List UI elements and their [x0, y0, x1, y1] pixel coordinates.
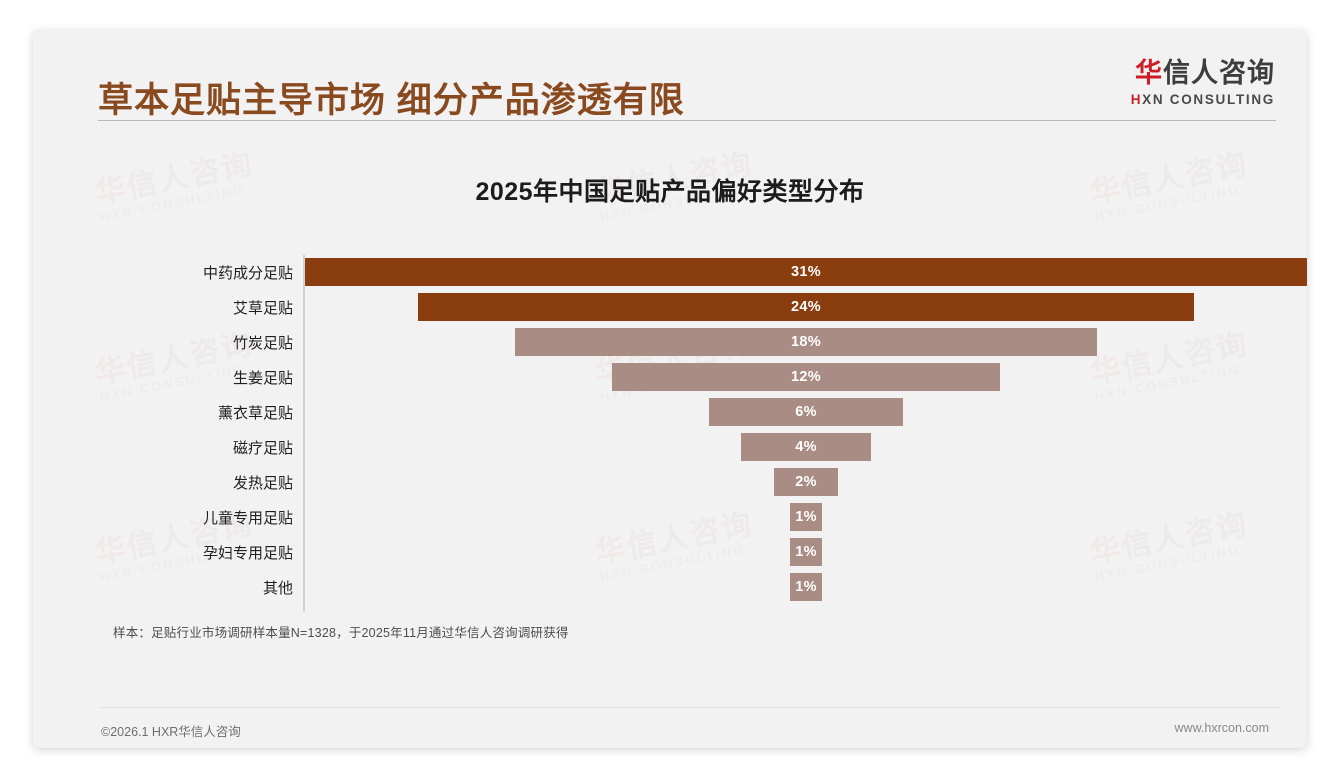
- bar-category-label: 生姜足贴: [232, 370, 293, 387]
- footer-website: www.hxrcon.com: [1174, 721, 1269, 735]
- slide-header: 草本足贴主导市场 细分产品渗透有限 华信人咨询 HXN CONSULTING: [33, 30, 1307, 122]
- chart-area: 2025年中国足贴产品偏好类型分布 中药成分足贴 31% 艾草足贴 24% 竹炭足贴 18…: [33, 122, 1307, 682]
- bar-value-label: 31%: [791, 264, 821, 280]
- bar-category-label: 儿童专用足贴: [202, 510, 293, 527]
- bar-segment[interactable]: 31%: [305, 258, 1307, 286]
- footer-copyright: ©2026.1 HXR华信人咨询: [101, 725, 241, 739]
- source-note: 样本：足贴行业市场调研样本量N=1328，于2025年11月通过华信人咨询调研获…: [113, 626, 569, 640]
- bar-row: 中药成分足贴 31%: [33, 255, 1307, 290]
- brand-logo-cn-accent: 华: [1135, 58, 1163, 88]
- bar-value-label: 24%: [791, 299, 821, 315]
- bar-chart-plot: 中药成分足贴 31% 艾草足贴 24% 竹炭足贴 18% 生姜足贴 12% 薰衣草足贴 6% 磁疗足…: [33, 255, 1307, 615]
- bar-category-label: 艾草足贴: [232, 300, 293, 317]
- bar-row: 艾草足贴 24%: [33, 290, 1307, 325]
- source-divider: [101, 707, 1281, 708]
- brand-logo-en-accent: H: [1130, 91, 1143, 107]
- bar-segment[interactable]: 24%: [418, 293, 1194, 321]
- bar-row: 薰衣草足贴 6%: [33, 395, 1307, 430]
- bar-row: 孕妇专用足贴 1%: [33, 535, 1307, 570]
- bar-row: 发热足贴 2%: [33, 465, 1307, 500]
- bar-track: 12%: [305, 360, 1307, 395]
- chart-title: 2025年中国足贴产品偏好类型分布: [475, 178, 865, 206]
- bar-row: 竹炭足贴 18%: [33, 325, 1307, 360]
- bar-value-label: 12%: [791, 369, 821, 385]
- brand-logo-cn: 华信人咨询: [1131, 58, 1275, 89]
- bar-track: 31%: [305, 255, 1307, 290]
- bar-segment[interactable]: 6%: [709, 398, 903, 426]
- bar-value-label: 2%: [795, 474, 817, 490]
- bar-segment[interactable]: 2%: [773, 468, 839, 496]
- bar-category-label: 薰衣草足贴: [217, 405, 293, 422]
- bar-track: 1%: [305, 570, 1307, 605]
- bar-segment[interactable]: 4%: [741, 433, 871, 461]
- bar-category-label: 竹炭足贴: [232, 335, 293, 352]
- bar-segment[interactable]: 12%: [612, 363, 1000, 391]
- bar-category-label: 发热足贴: [232, 475, 293, 492]
- slide-card: 华信人咨询 HXN CONSULTING 华信人咨询 HXN CONSULTING 华信…: [33, 30, 1307, 748]
- bar-row: 生姜足贴 12%: [33, 360, 1307, 395]
- bar-value-label: 4%: [795, 439, 817, 455]
- bar-value-label: 1%: [795, 544, 817, 560]
- bar-track: 2%: [305, 465, 1307, 500]
- bar-track: 24%: [305, 290, 1307, 325]
- bar-rows: 中药成分足贴 31% 艾草足贴 24% 竹炭足贴 18% 生姜足贴 12% 薰衣草足贴 6% 磁疗足…: [33, 255, 1307, 605]
- bar-value-label: 1%: [795, 579, 817, 595]
- page-title: 草本足贴主导市场 细分产品渗透有限: [98, 81, 685, 120]
- bar-value-label: 1%: [795, 509, 817, 525]
- bar-category-label: 其他: [262, 580, 293, 597]
- bar-category-label: 磁疗足贴: [232, 440, 293, 457]
- slide-footer: ©2026.1 HXR华信人咨询 www.hxrcon.com: [33, 712, 1307, 748]
- brand-logo-en: HXN CONSULTING: [1131, 92, 1275, 107]
- bar-segment[interactable]: 1%: [789, 538, 823, 566]
- bar-row: 儿童专用足贴 1%: [33, 500, 1307, 535]
- bar-segment[interactable]: 18%: [515, 328, 1097, 356]
- brand-logo-cn-rest: 信人咨询: [1163, 58, 1275, 88]
- brand-logo: 华信人咨询 HXN CONSULTING: [1131, 58, 1275, 107]
- bar-category-label: 中药成分足贴: [202, 265, 293, 282]
- bar-track: 1%: [305, 535, 1307, 570]
- category-axis-line: [303, 255, 305, 612]
- bar-category-label: 孕妇专用足贴: [202, 545, 293, 562]
- bar-track: 1%: [305, 500, 1307, 535]
- bar-track: 6%: [305, 395, 1307, 430]
- bar-segment[interactable]: 1%: [789, 503, 823, 531]
- bar-track: 18%: [305, 325, 1307, 360]
- bar-row: 其他 1%: [33, 570, 1307, 605]
- bar-value-label: 18%: [791, 334, 821, 350]
- bar-segment[interactable]: 1%: [789, 573, 823, 601]
- bar-row: 磁疗足贴 4%: [33, 430, 1307, 465]
- bar-value-label: 6%: [795, 404, 817, 420]
- brand-logo-en-rest: XN CONSULTING: [1142, 91, 1275, 107]
- bar-track: 4%: [305, 430, 1307, 465]
- header-divider: [98, 120, 1276, 121]
